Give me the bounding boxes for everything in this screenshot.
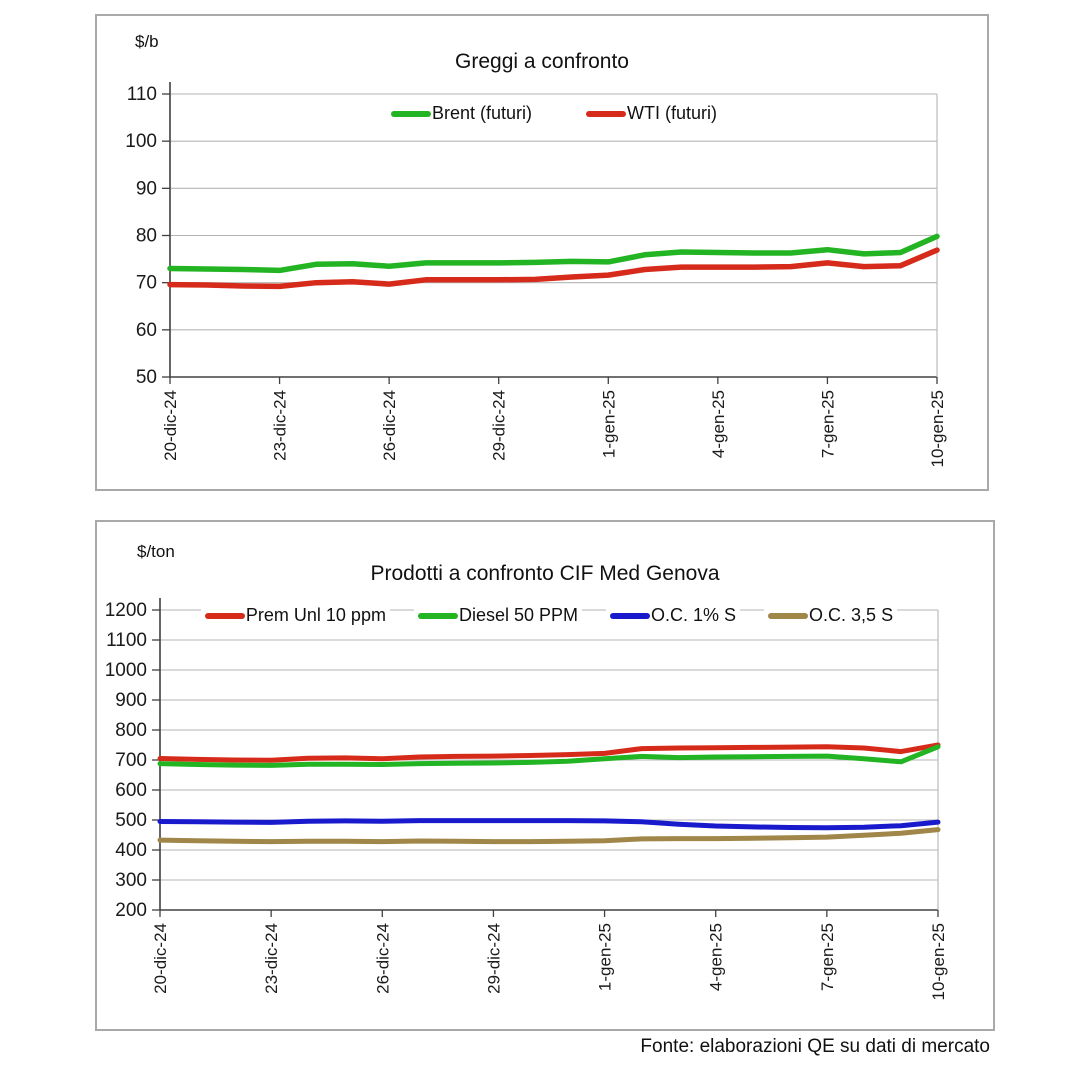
y-tick-label: 800 xyxy=(115,720,147,741)
legend-item: Brent (futuri) xyxy=(386,100,537,127)
legend-label: O.C. 1% S xyxy=(651,605,737,625)
y-tick-label: 500 xyxy=(115,810,147,831)
y-tick-label: 300 xyxy=(115,870,147,891)
chart-title: Greggi a confronto xyxy=(455,50,629,73)
legend-item: Prem Unl 10 ppm xyxy=(200,602,390,629)
y-tick-label: 600 xyxy=(115,780,147,801)
chart-legend: Prem Unl 10 ppm Diesel 50 PPM O.C. 1% S O.C… xyxy=(160,602,938,629)
chart-legend: Brent (futuri) WTI (futuri) xyxy=(170,100,938,127)
legend-swatch xyxy=(610,612,651,619)
y-tick-label: 1200 xyxy=(105,600,147,621)
y-tick-label: 900 xyxy=(115,690,147,711)
x-tick-label: 26-dic-24 xyxy=(373,923,392,994)
y-tick-label: 90 xyxy=(136,178,157,199)
legend-item: Diesel 50 PPM xyxy=(413,602,583,629)
series-line-diesel-50-ppm xyxy=(157,744,941,768)
x-tick-label: 10-gen-25 xyxy=(928,390,947,468)
y-tick-label: 1100 xyxy=(106,630,147,651)
legend-swatch xyxy=(586,110,627,117)
legend-label: Prem Unl 10 ppm xyxy=(245,605,386,625)
series-line-wti-futuri- xyxy=(167,247,940,290)
y-tick-label: 80 xyxy=(136,226,157,247)
series-line-brent-futuri- xyxy=(167,233,940,274)
x-tick-label: 23-dic-24 xyxy=(262,923,281,994)
series-line-prem-unl-10-ppm xyxy=(157,742,941,763)
y-tick-label: 50 xyxy=(136,367,157,388)
series-line-o-c-3-5-s xyxy=(157,827,941,845)
products-plot: 200 300 400 500 600 700 800 900 1000 1100 1200 20-d… xyxy=(105,598,948,1001)
legend-label: O.C. 3,5 S xyxy=(809,605,894,625)
x-tick-label: 1-gen-25 xyxy=(596,923,615,991)
legend-item: WTI (futuri) xyxy=(582,100,722,127)
x-tick-label: 4-gen-25 xyxy=(709,390,728,458)
y-tick-label: 70 xyxy=(136,273,157,294)
x-tick-label: 10-gen-25 xyxy=(929,923,948,1001)
y-tick-label: 60 xyxy=(136,320,157,341)
legend-swatch xyxy=(204,612,245,619)
x-tick-label: 26-dic-24 xyxy=(380,390,399,461)
y-tick-label: 110 xyxy=(127,84,157,105)
x-tick-label: 23-dic-24 xyxy=(271,390,290,461)
crude-oil-plot: 50 60 70 80 90 100 110 20-dic-24 23-dic-24 26-dic… xyxy=(125,82,947,468)
x-tick-label: 7-gen-25 xyxy=(818,390,837,458)
x-tick-label: 7-gen-25 xyxy=(818,923,837,991)
legend-swatch xyxy=(768,612,809,619)
legend-label: Diesel 50 PPM xyxy=(458,605,579,625)
y-tick-label: 100 xyxy=(125,131,157,152)
chart-title: Prodotti a confronto CIF Med Genova xyxy=(370,562,720,585)
y-tick-label: 1000 xyxy=(105,660,147,681)
x-tick-label: 4-gen-25 xyxy=(707,923,726,991)
source-note: Fonte: elaborazioni QE su dati di mercat… xyxy=(640,1036,990,1057)
y-tick-label: 700 xyxy=(115,750,147,771)
y-tick-label: 200 xyxy=(115,900,147,921)
y-tick-label: 400 xyxy=(115,840,147,861)
x-tick-label: 29-dic-24 xyxy=(490,390,509,461)
x-tick-label: 20-dic-24 xyxy=(151,923,170,994)
legend-label: WTI (futuri) xyxy=(627,103,718,123)
legend-swatch xyxy=(390,110,431,117)
x-tick-label: 20-dic-24 xyxy=(161,390,180,461)
series-line-o-c-1-s xyxy=(157,818,941,831)
crude-oil-chart: $/b Greggi a confronto Brent (futuri) WTI… xyxy=(95,14,989,491)
legend-item: O.C. 3,5 S xyxy=(764,602,898,629)
x-tick-label: 1-gen-25 xyxy=(599,390,618,458)
products-chart: $/ton Prodotti a confronto CIF Med Genov… xyxy=(95,520,995,1031)
x-tick-label: 29-dic-24 xyxy=(484,923,503,994)
legend-swatch xyxy=(417,612,458,619)
y-axis-unit-label: $/ton xyxy=(137,542,175,561)
legend-label: Brent (futuri) xyxy=(431,103,533,123)
legend-item: O.C. 1% S xyxy=(606,602,741,629)
y-axis-unit-label: $/b xyxy=(135,32,159,51)
